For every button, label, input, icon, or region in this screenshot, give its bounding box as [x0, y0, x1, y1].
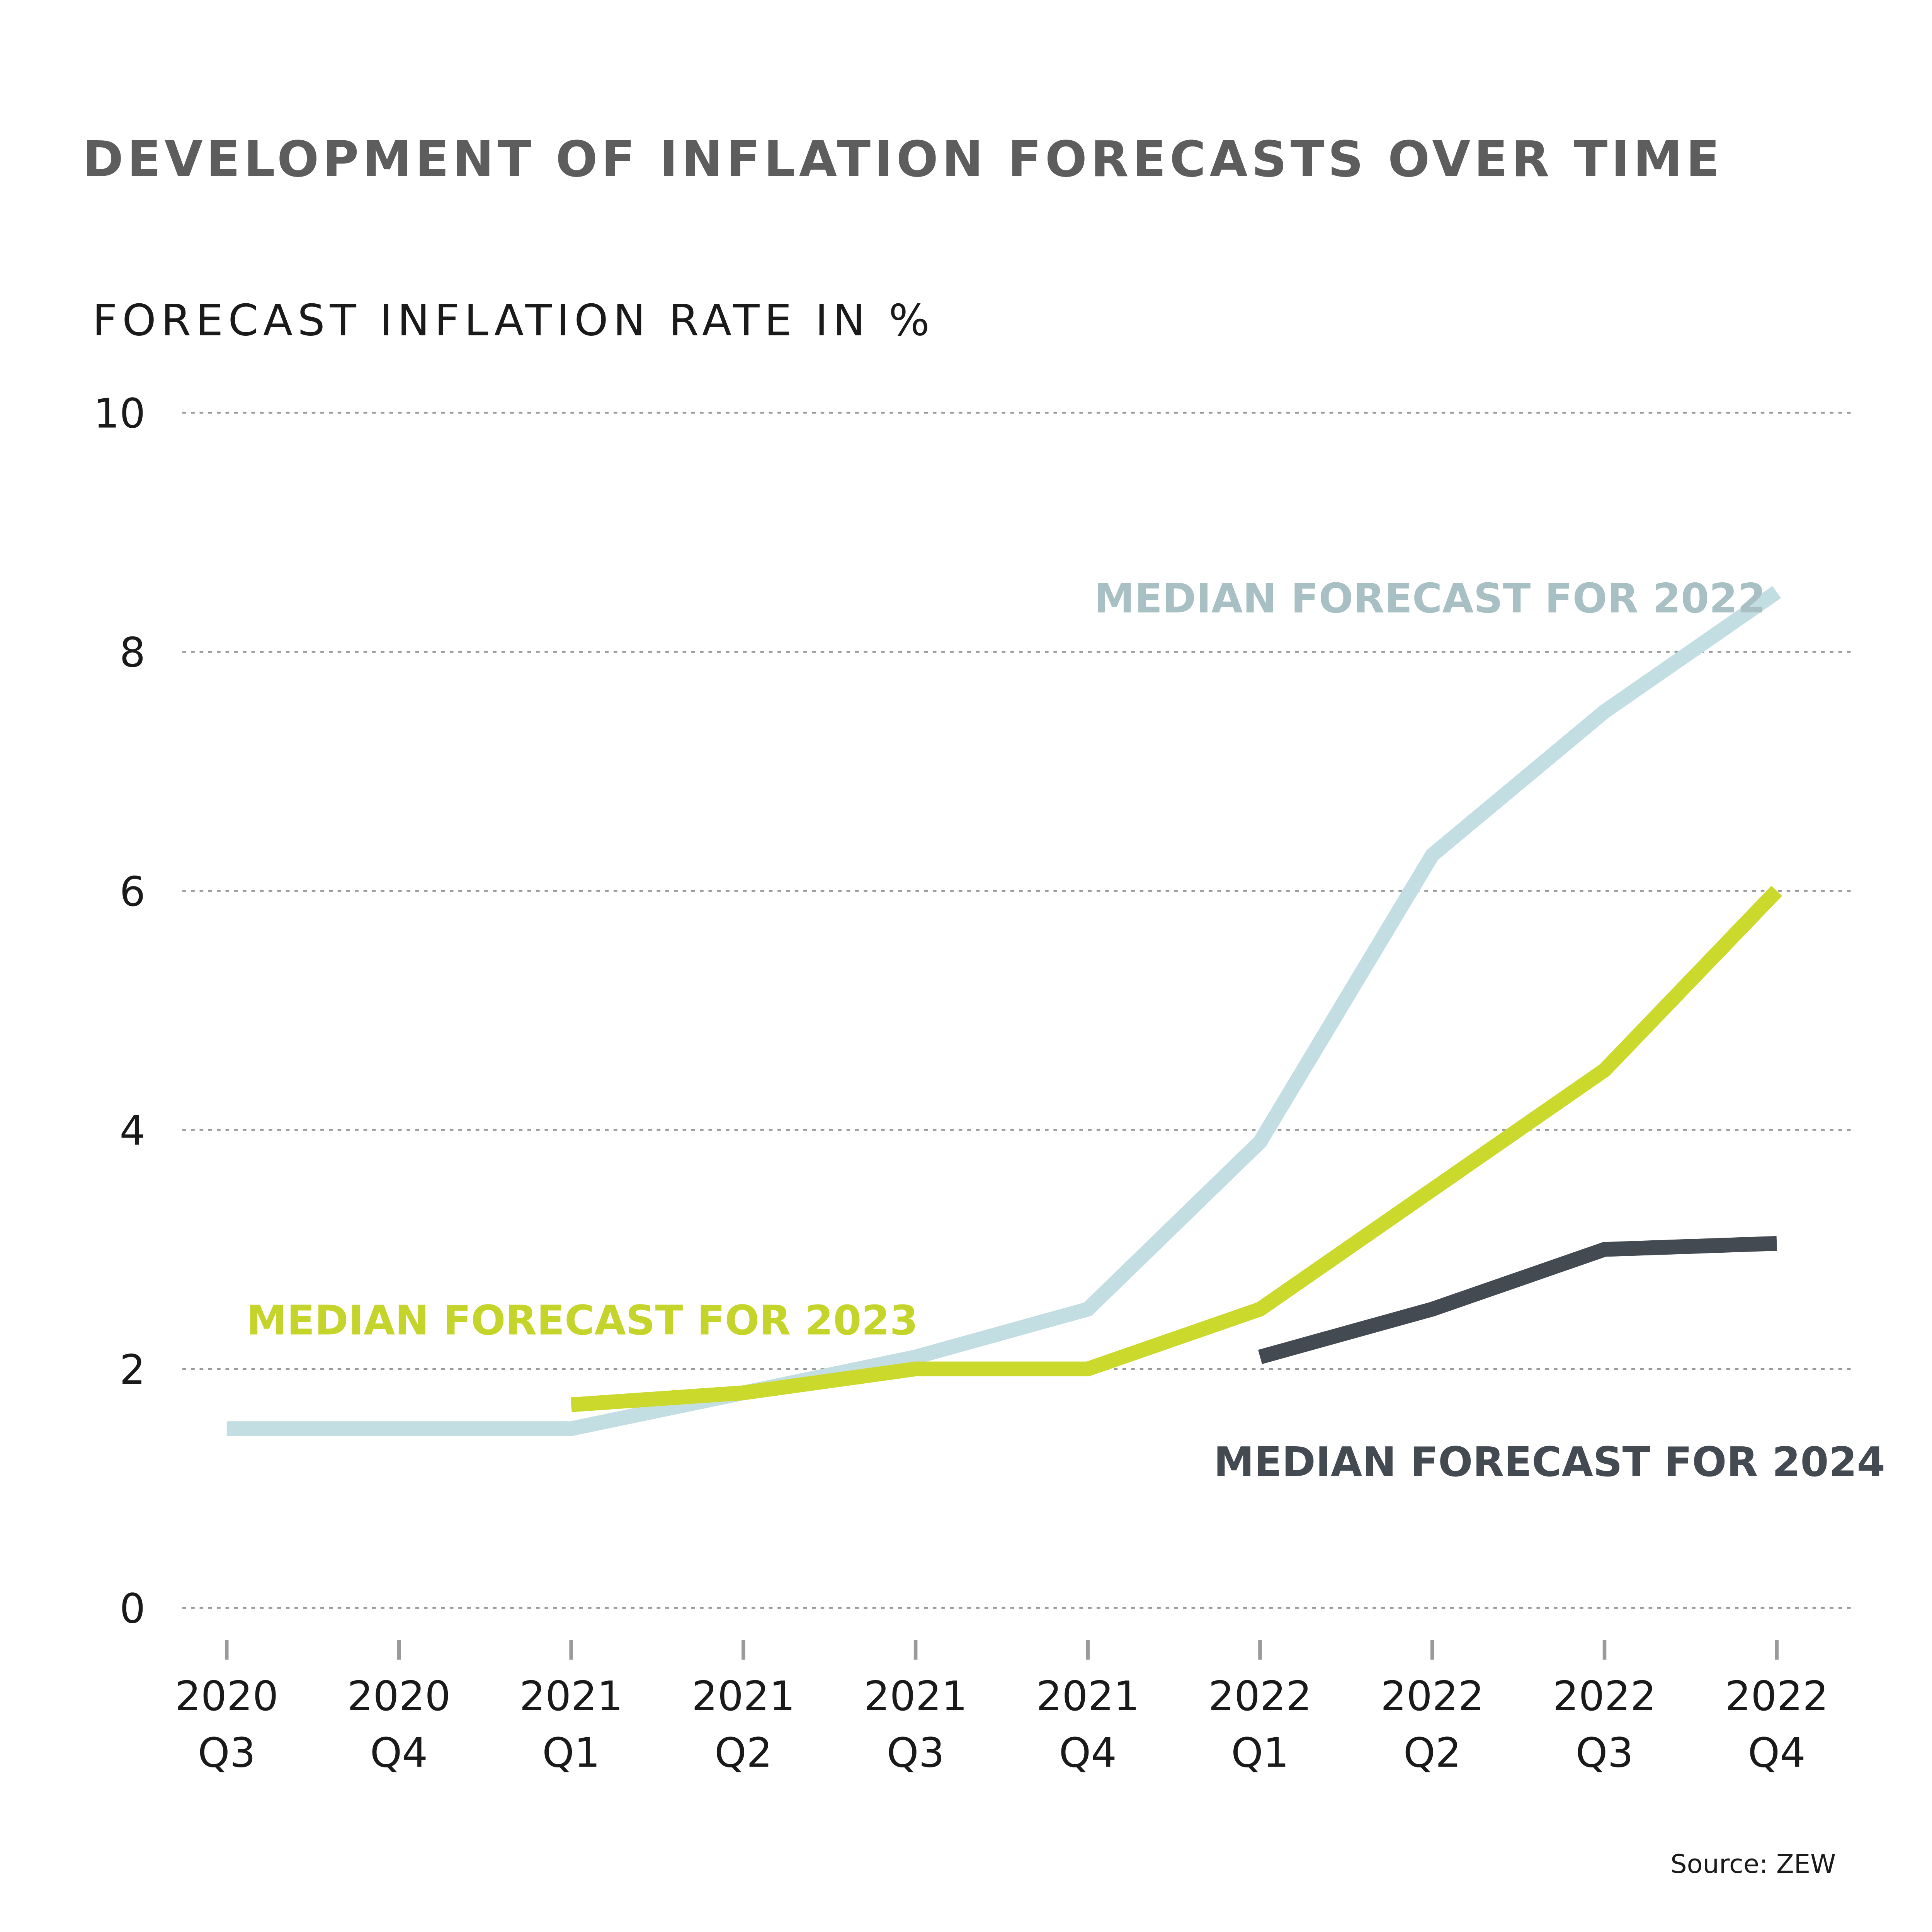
- x-tick-quarter: Q2: [714, 1729, 772, 1777]
- x-tick-quarter: Q3: [887, 1729, 945, 1777]
- x-tick-quarter: Q3: [1576, 1729, 1634, 1777]
- x-tick-year: 2022: [1553, 1672, 1656, 1720]
- x-tick-quarter: Q4: [1748, 1729, 1806, 1777]
- y-ticks: 0 2 4 6 8 10: [94, 390, 145, 1633]
- series-label-2023: MEDIAN FORECAST FOR 2023: [247, 1296, 918, 1344]
- x-tick-year: 2022: [1381, 1672, 1484, 1720]
- y-tick-label: 10: [94, 390, 145, 437]
- series-label-2024: MEDIAN FORECAST FOR 2024: [1214, 1438, 1885, 1486]
- y-tick-label: 4: [119, 1107, 145, 1154]
- series-label-2022: MEDIAN FORECAST FOR 2022: [1094, 575, 1766, 622]
- x-tick-year: 2020: [175, 1672, 279, 1720]
- x-tick-quarter: Q1: [542, 1729, 600, 1777]
- source-note: Source: ZEW: [1670, 1849, 1836, 1879]
- x-tick-quarter: Q2: [1403, 1729, 1461, 1777]
- y-tick-label: 8: [119, 629, 145, 676]
- x-tick-quarter: Q3: [198, 1729, 256, 1777]
- x-tick-year: 2022: [1725, 1672, 1828, 1720]
- series-line-2022: [226, 586, 1781, 1436]
- x-tick-quarter: Q1: [1231, 1729, 1289, 1777]
- x-ticks: 2020 Q3 2020 Q4 2021 Q1 2021 Q2 2021 Q3 2021 Q4 2022…: [175, 1640, 1828, 1777]
- x-tick-year: 2021: [864, 1672, 968, 1720]
- y-axis-label: FORECAST INFLATION RATE IN %: [92, 295, 935, 345]
- x-tick-year: 2020: [347, 1672, 451, 1720]
- x-tick-year: 2021: [692, 1672, 795, 1720]
- series-line-2024: [1258, 1236, 1777, 1364]
- x-tick-quarter: Q4: [370, 1729, 428, 1777]
- y-tick-label: 6: [119, 868, 145, 915]
- x-tick-year: 2022: [1208, 1672, 1312, 1720]
- chart-title: DEVELOPMENT OF INFLATION FORECASTS OVER …: [83, 131, 1723, 188]
- x-tick-year: 2021: [519, 1672, 623, 1720]
- y-tick-label: 2: [119, 1346, 145, 1393]
- x-tick-year: 2021: [1036, 1672, 1139, 1720]
- y-tick-label: 0: [119, 1585, 145, 1633]
- series-lines: [226, 586, 1782, 1436]
- series-line-2023: [570, 886, 1782, 1412]
- x-tick-quarter: Q4: [1059, 1729, 1117, 1777]
